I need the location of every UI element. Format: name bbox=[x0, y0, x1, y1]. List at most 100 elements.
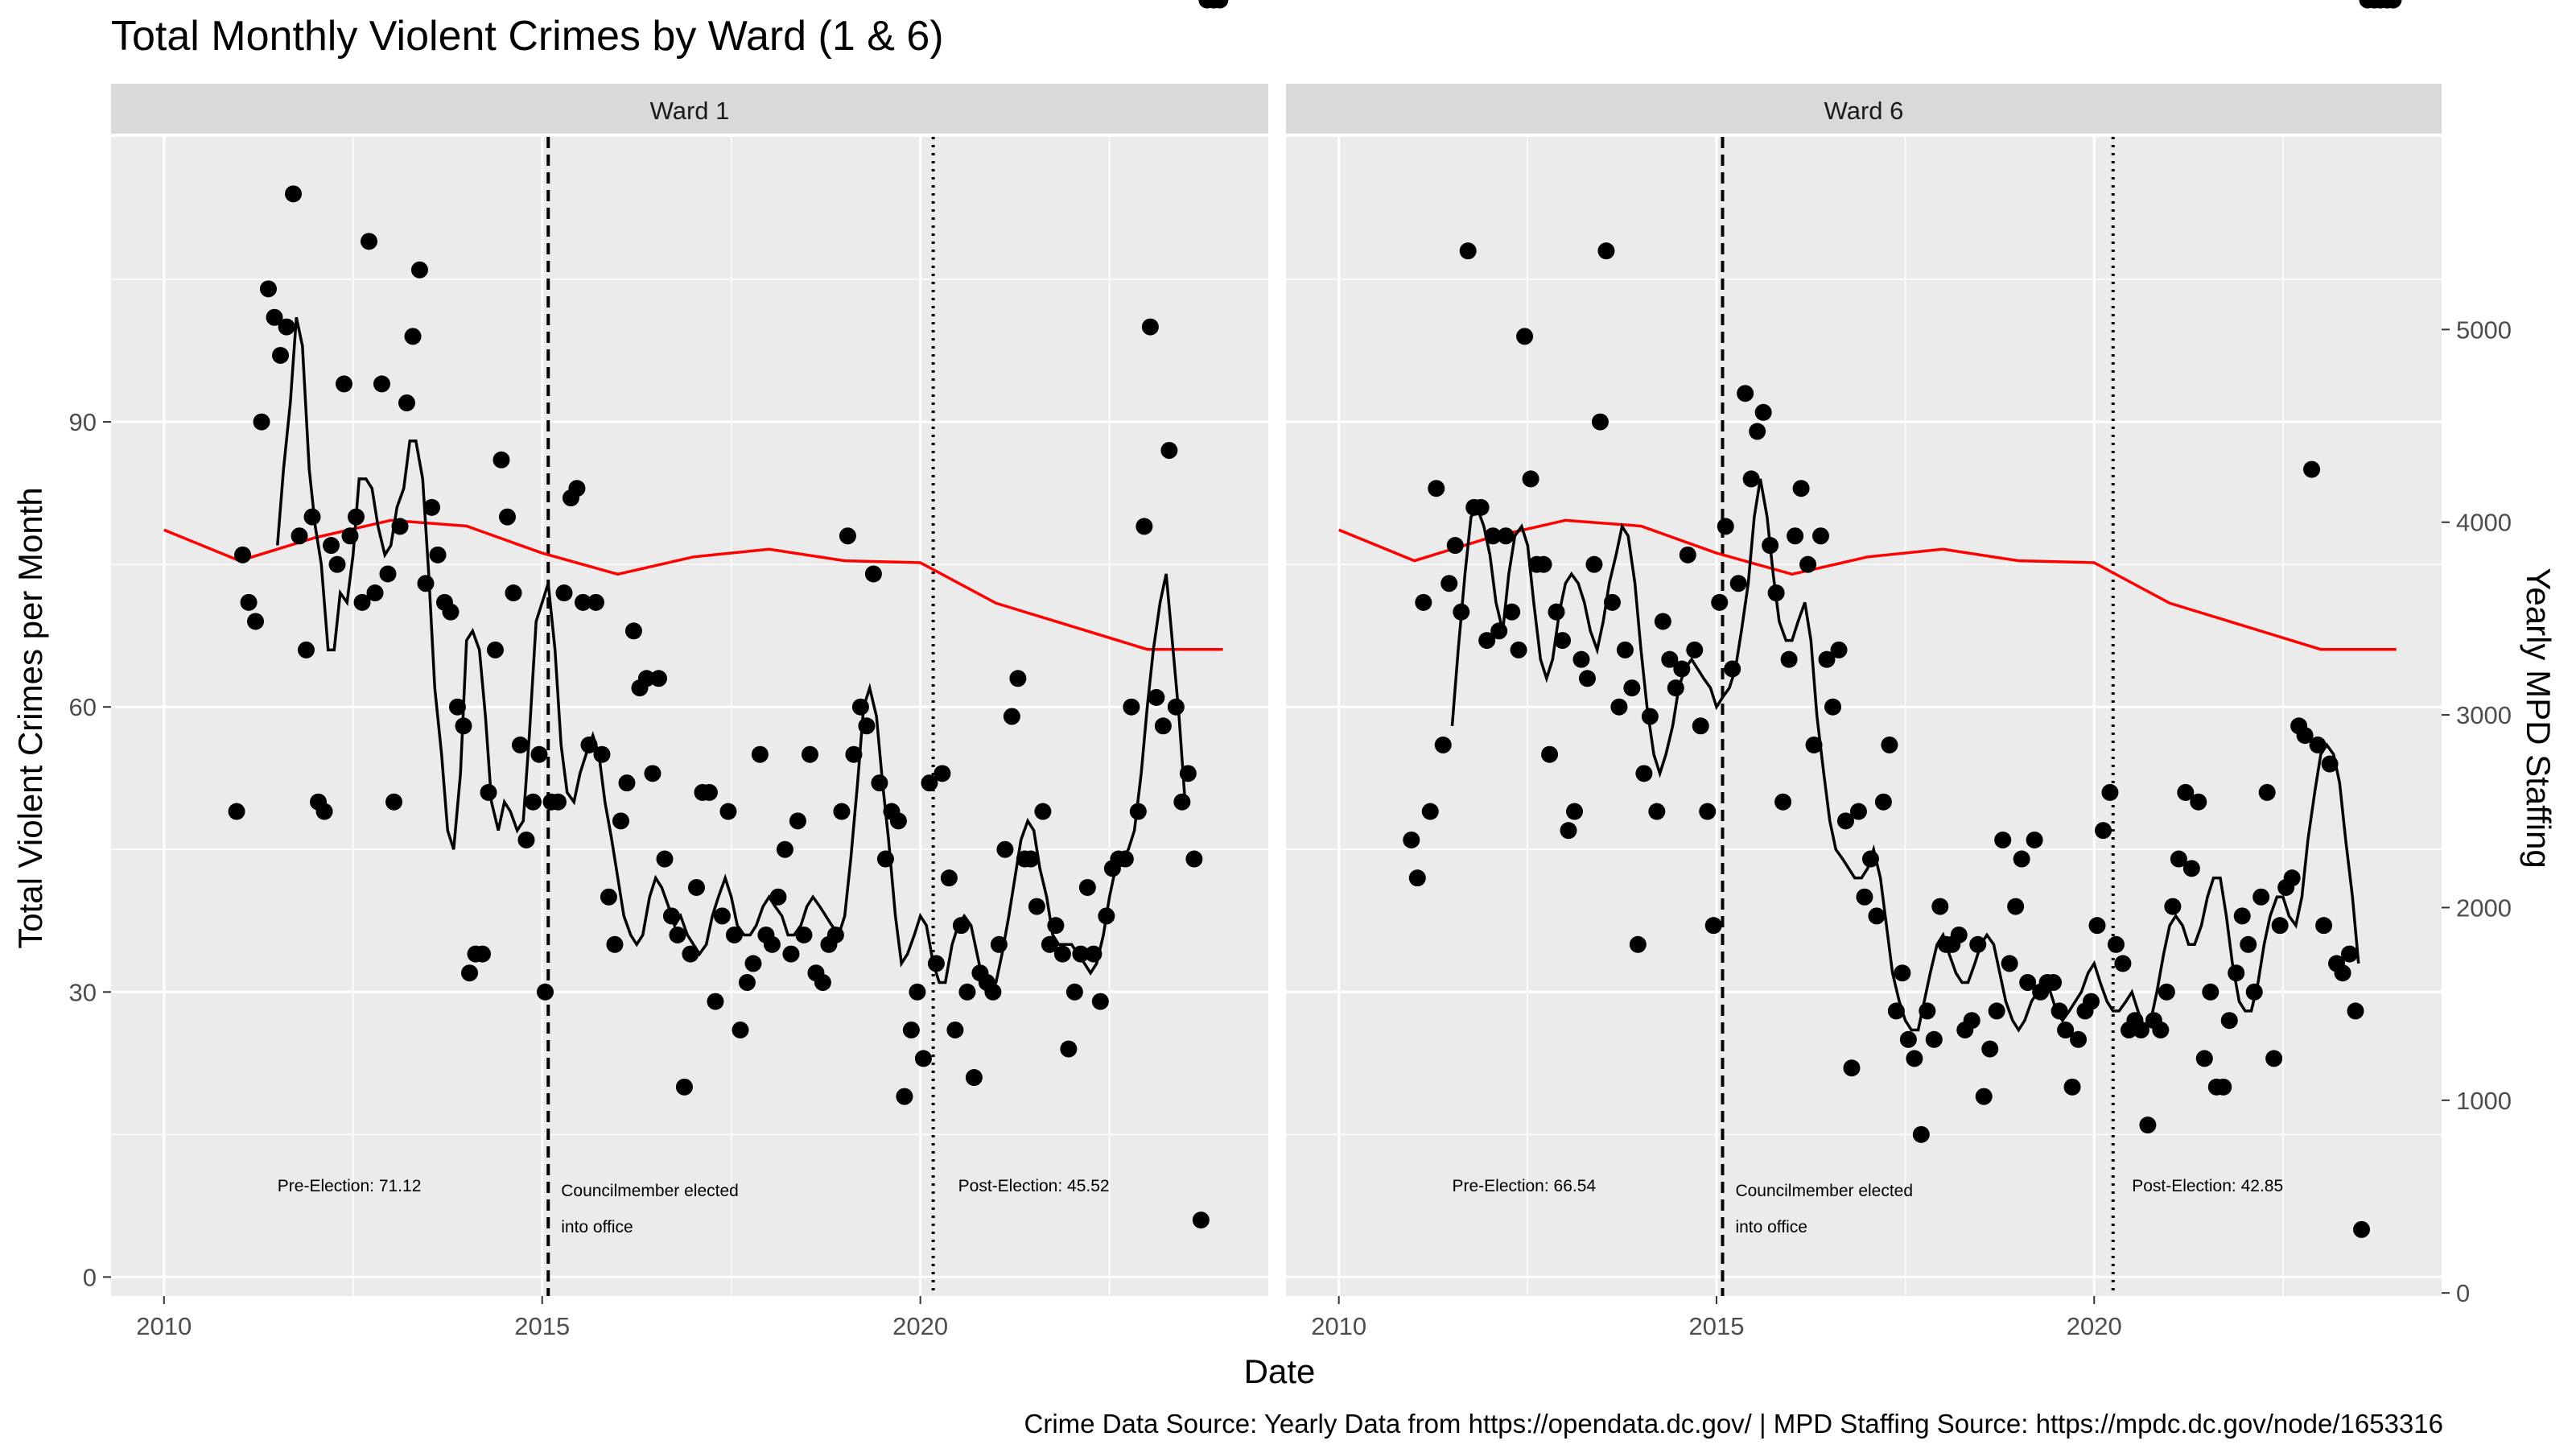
data-point bbox=[2228, 964, 2245, 982]
data-point bbox=[1686, 641, 1704, 658]
data-point bbox=[814, 973, 831, 991]
data-point bbox=[1503, 603, 1521, 621]
data-point bbox=[2083, 993, 2100, 1010]
data-point bbox=[593, 745, 611, 763]
staffing-line bbox=[163, 518, 1223, 651]
data-point bbox=[2177, 783, 2195, 801]
data-point bbox=[1408, 869, 1426, 887]
data-point bbox=[442, 603, 460, 621]
data-point bbox=[1679, 546, 1696, 563]
data-point bbox=[707, 993, 724, 1010]
data-point bbox=[536, 983, 554, 1001]
data-point bbox=[2265, 1050, 2283, 1067]
data-point bbox=[1868, 907, 1886, 925]
data-point bbox=[1129, 803, 1147, 820]
x-tick-label: 2010 bbox=[136, 1312, 192, 1340]
data-point bbox=[763, 935, 781, 953]
data-point bbox=[669, 926, 686, 943]
data-point bbox=[826, 926, 844, 943]
x-tick-label: 2015 bbox=[514, 1312, 570, 1340]
data-point bbox=[580, 736, 598, 753]
data-point bbox=[876, 850, 894, 868]
data-point bbox=[366, 584, 384, 602]
data-point bbox=[656, 850, 674, 868]
panel-1: Ward 1 2010 2015 2020 0 30 60 90 Pre-Election: 7… bbox=[69, 0, 1268, 1340]
data-point bbox=[530, 745, 548, 763]
data-point bbox=[858, 717, 876, 735]
data-point bbox=[1428, 480, 1445, 497]
data-point bbox=[649, 670, 667, 687]
x-tick-label: 2020 bbox=[892, 1312, 948, 1340]
data-point bbox=[1167, 698, 1185, 716]
data-point bbox=[2182, 860, 2200, 877]
data-point bbox=[1635, 765, 1653, 782]
data-point bbox=[2095, 822, 2112, 840]
data-point bbox=[1774, 793, 1792, 811]
data-point bbox=[851, 698, 869, 716]
data-point bbox=[600, 888, 617, 906]
data-point bbox=[700, 783, 718, 801]
data-point bbox=[1415, 593, 1432, 611]
data-point bbox=[732, 1022, 749, 1039]
data-point bbox=[1578, 670, 1596, 687]
data-point bbox=[927, 955, 945, 972]
annotation-post-election: Post-Election: 42.85 bbox=[2132, 1177, 2283, 1195]
data-point bbox=[228, 803, 245, 820]
data-point bbox=[480, 783, 497, 801]
data-point bbox=[2170, 850, 2187, 868]
data-point bbox=[2321, 755, 2339, 773]
data-point bbox=[240, 593, 258, 611]
data-point bbox=[272, 346, 290, 364]
data-point bbox=[1453, 603, 1470, 621]
data-point bbox=[259, 280, 277, 298]
x-axis-label: Date bbox=[1244, 1352, 1316, 1390]
data-point bbox=[1421, 803, 1439, 820]
trend-line bbox=[1450, 478, 2360, 1034]
data-point bbox=[1009, 670, 1027, 687]
data-point bbox=[247, 613, 265, 630]
data-point bbox=[1047, 917, 1065, 935]
data-point bbox=[682, 945, 699, 963]
data-point bbox=[1667, 679, 1684, 697]
data-point bbox=[2057, 1022, 2075, 1039]
data-point bbox=[2158, 983, 2175, 1001]
data-point bbox=[1192, 1212, 1210, 1229]
y2-tick-label: 2000 bbox=[2456, 894, 2512, 922]
data-point bbox=[328, 555, 346, 573]
data-point bbox=[1780, 650, 1798, 668]
data-point bbox=[2152, 1022, 2170, 1039]
data-point bbox=[486, 641, 504, 658]
data-point bbox=[1799, 555, 1817, 573]
data-point bbox=[2220, 1012, 2238, 1030]
data-point bbox=[1981, 1040, 1999, 1058]
data-point bbox=[1597, 242, 1615, 260]
data-point bbox=[1585, 555, 1603, 573]
data-point bbox=[1975, 1088, 1993, 1105]
data-point bbox=[1490, 622, 1508, 640]
panels-group: Ward 1 2010 2015 2020 0 30 60 90 Pre-Election: 7… bbox=[69, 0, 2512, 1340]
data-point bbox=[2258, 783, 2276, 801]
data-point bbox=[2233, 907, 2251, 925]
data-point bbox=[2195, 1050, 2213, 1067]
data-point bbox=[398, 394, 415, 411]
data-point bbox=[909, 983, 926, 1001]
data-point bbox=[1065, 983, 1083, 1001]
data-point bbox=[1861, 850, 1879, 868]
data-point bbox=[511, 736, 529, 753]
data-point bbox=[2107, 935, 2125, 953]
data-point bbox=[1472, 498, 1490, 516]
data-point bbox=[2334, 964, 2351, 982]
data-point bbox=[934, 765, 951, 782]
data-point bbox=[896, 1088, 913, 1105]
data-point bbox=[624, 622, 642, 640]
data-point bbox=[1699, 803, 1717, 820]
data-point bbox=[1060, 1040, 1078, 1058]
data-point bbox=[455, 717, 472, 735]
data-point bbox=[291, 527, 308, 545]
data-point bbox=[2139, 1117, 2157, 1134]
y-tick-label: 30 bbox=[69, 978, 97, 1006]
data-point bbox=[1185, 850, 1203, 868]
data-point bbox=[1704, 917, 1722, 935]
data-point bbox=[687, 878, 705, 896]
data-point bbox=[1554, 632, 1572, 650]
